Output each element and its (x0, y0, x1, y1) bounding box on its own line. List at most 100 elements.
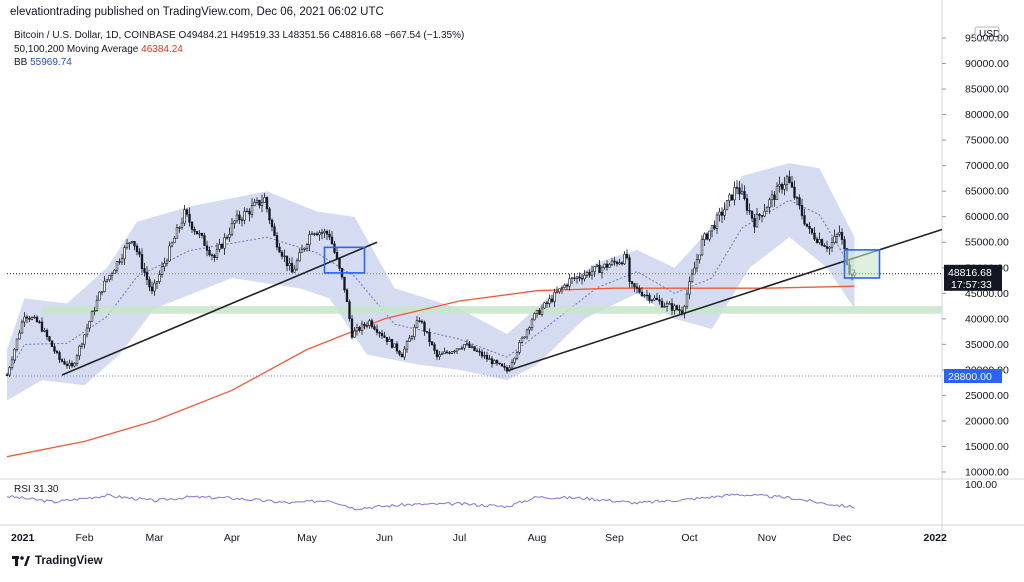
candle-body (258, 199, 261, 206)
candle-body (833, 236, 836, 243)
candle-body (580, 277, 584, 280)
candle-body (718, 211, 721, 216)
candle-body (228, 233, 231, 238)
candle-body (80, 343, 84, 347)
bollinger-bands (6, 163, 855, 401)
candle-body (465, 343, 469, 345)
sma-200-line (6, 285, 855, 458)
candle-body (688, 281, 691, 295)
countdown-label: 17:57:33 (951, 279, 992, 291)
candle-body (83, 334, 86, 345)
bollinger-basis-line (6, 199, 855, 376)
candle-body (723, 209, 726, 216)
candle-body (673, 305, 676, 311)
candle-body (783, 184, 786, 190)
candles (5, 170, 856, 377)
candle-body (518, 342, 521, 353)
time-tick-label: Feb (75, 532, 93, 544)
candle-body (770, 194, 774, 201)
chart-legend: Bitcoin / U.S. Dollar, 1D, COINBASE O494… (14, 29, 464, 70)
candle-body (743, 191, 746, 199)
drawings[interactable] (61, 228, 943, 376)
candle-body (413, 326, 416, 337)
candle-body (578, 276, 581, 279)
candle-body (55, 350, 59, 353)
candle-body (18, 332, 21, 340)
candle-body (745, 198, 749, 211)
candle-body (613, 260, 616, 263)
price-axis[interactable]: 10000.0015000.0020000.0025000.0030000.00… (942, 26, 1009, 479)
candle-body (685, 293, 689, 307)
candle-body (343, 276, 346, 291)
candle-body (800, 204, 804, 216)
candle-body (68, 362, 71, 366)
candle-body (275, 235, 279, 248)
candle-body (725, 200, 729, 211)
legend-ma-row: 50,100,200 Moving Average 46384.24 (14, 43, 464, 57)
candle-body (385, 337, 389, 342)
price-tick-label: 20000.00 (965, 415, 1009, 427)
candle-body (325, 231, 329, 235)
time-tick-label: Dec (833, 532, 852, 544)
candle-body (123, 247, 126, 260)
candle-body (805, 223, 809, 227)
candle-body (448, 352, 451, 354)
candle-body (183, 209, 186, 224)
candle-body (58, 352, 61, 360)
candle-body (710, 225, 714, 232)
candle-body (728, 194, 731, 201)
price-tick-label: 40000.00 (965, 313, 1009, 325)
candle-body (360, 323, 364, 331)
candle-body (818, 239, 821, 243)
candle-body (293, 268, 296, 273)
candle-body (158, 274, 161, 282)
candle-body (100, 291, 104, 293)
candle-body (810, 228, 814, 234)
time-axis[interactable]: 2021 Feb Mar Apr May Jun Jul Aug Sep Oct Nov Dec 202… (11, 532, 947, 544)
candle-body (713, 225, 716, 229)
candle-body (668, 303, 671, 305)
candle-body (105, 279, 109, 282)
tradingview-brand[interactable]: TradingView (12, 555, 103, 567)
price-tick-label: 90000.00 (965, 58, 1009, 70)
candle-body (10, 359, 14, 368)
candle-body (483, 355, 486, 357)
candle-body (758, 213, 761, 216)
candle-body (78, 345, 81, 357)
candle-body (245, 210, 249, 213)
candle-body (555, 291, 559, 293)
candle-body (358, 327, 361, 331)
candle-body (630, 281, 634, 284)
candle-body (515, 352, 519, 359)
candle-body (655, 297, 659, 300)
level-price-tag (944, 369, 1002, 384)
candle-body (498, 362, 501, 365)
candle-body (263, 197, 266, 203)
candle-body (63, 361, 66, 365)
candle-body (148, 279, 151, 288)
candle-body (530, 319, 534, 328)
price-tick-label: 85000.00 (965, 84, 1009, 96)
candle-body (595, 264, 599, 267)
candle-body (815, 238, 819, 243)
candle-body (488, 358, 491, 360)
candle-body (735, 187, 739, 189)
candle-body (250, 205, 254, 215)
candle-body (513, 357, 516, 363)
candle-body (233, 220, 236, 224)
candle-body (640, 292, 644, 297)
candle-body (20, 321, 24, 334)
candle-body (165, 260, 169, 264)
candle-body (205, 245, 209, 251)
currency-label: USD (979, 29, 1000, 40)
candle-body (95, 299, 99, 311)
candle-body (463, 343, 466, 349)
candle-body (278, 246, 281, 253)
price-tick-label: 55000.00 (965, 237, 1009, 249)
candle-body (823, 245, 826, 247)
candle-body (560, 287, 564, 289)
candle-body (135, 245, 139, 253)
candle-body (540, 307, 544, 315)
